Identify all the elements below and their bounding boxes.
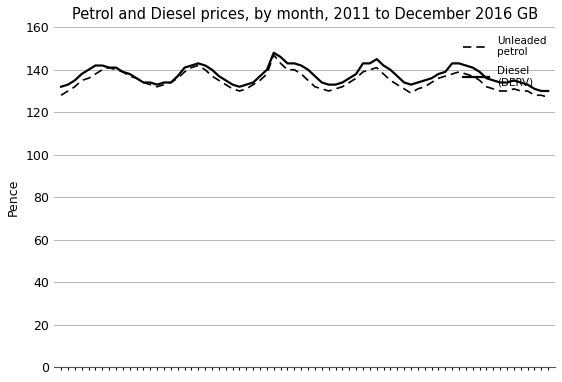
Diesel
(DERV)	[545, 89, 551, 93]
Unleaded
petrol	[174, 76, 181, 81]
Diesel
(DERV)	[373, 57, 380, 62]
Diesel
(DERV)	[58, 84, 65, 89]
Unleaded
petrol	[373, 65, 380, 70]
Unleaded
petrol	[58, 93, 65, 97]
Unleaded
petrol	[126, 74, 133, 78]
Y-axis label: Pence: Pence	[7, 178, 20, 216]
Unleaded
petrol	[394, 83, 401, 87]
Line: Diesel
(DERV): Diesel (DERV)	[61, 53, 548, 91]
Legend: Unleaded
petrol, Diesel
(DERV): Unleaded petrol, Diesel (DERV)	[460, 32, 550, 90]
Unleaded
petrol	[545, 95, 551, 100]
Line: Unleaded
petrol: Unleaded petrol	[61, 55, 548, 97]
Unleaded
petrol	[339, 84, 346, 89]
Diesel
(DERV)	[538, 89, 545, 93]
Diesel
(DERV)	[126, 72, 133, 76]
Diesel
(DERV)	[510, 78, 517, 83]
Unleaded
petrol	[270, 53, 277, 57]
Diesel
(DERV)	[339, 80, 346, 85]
Diesel
(DERV)	[394, 74, 401, 78]
Diesel
(DERV)	[270, 50, 277, 55]
Title: Petrol and Diesel prices, by month, 2011 to December 2016 GB: Petrol and Diesel prices, by month, 2011…	[71, 7, 538, 22]
Diesel
(DERV)	[223, 78, 229, 83]
Unleaded
petrol	[223, 83, 229, 87]
